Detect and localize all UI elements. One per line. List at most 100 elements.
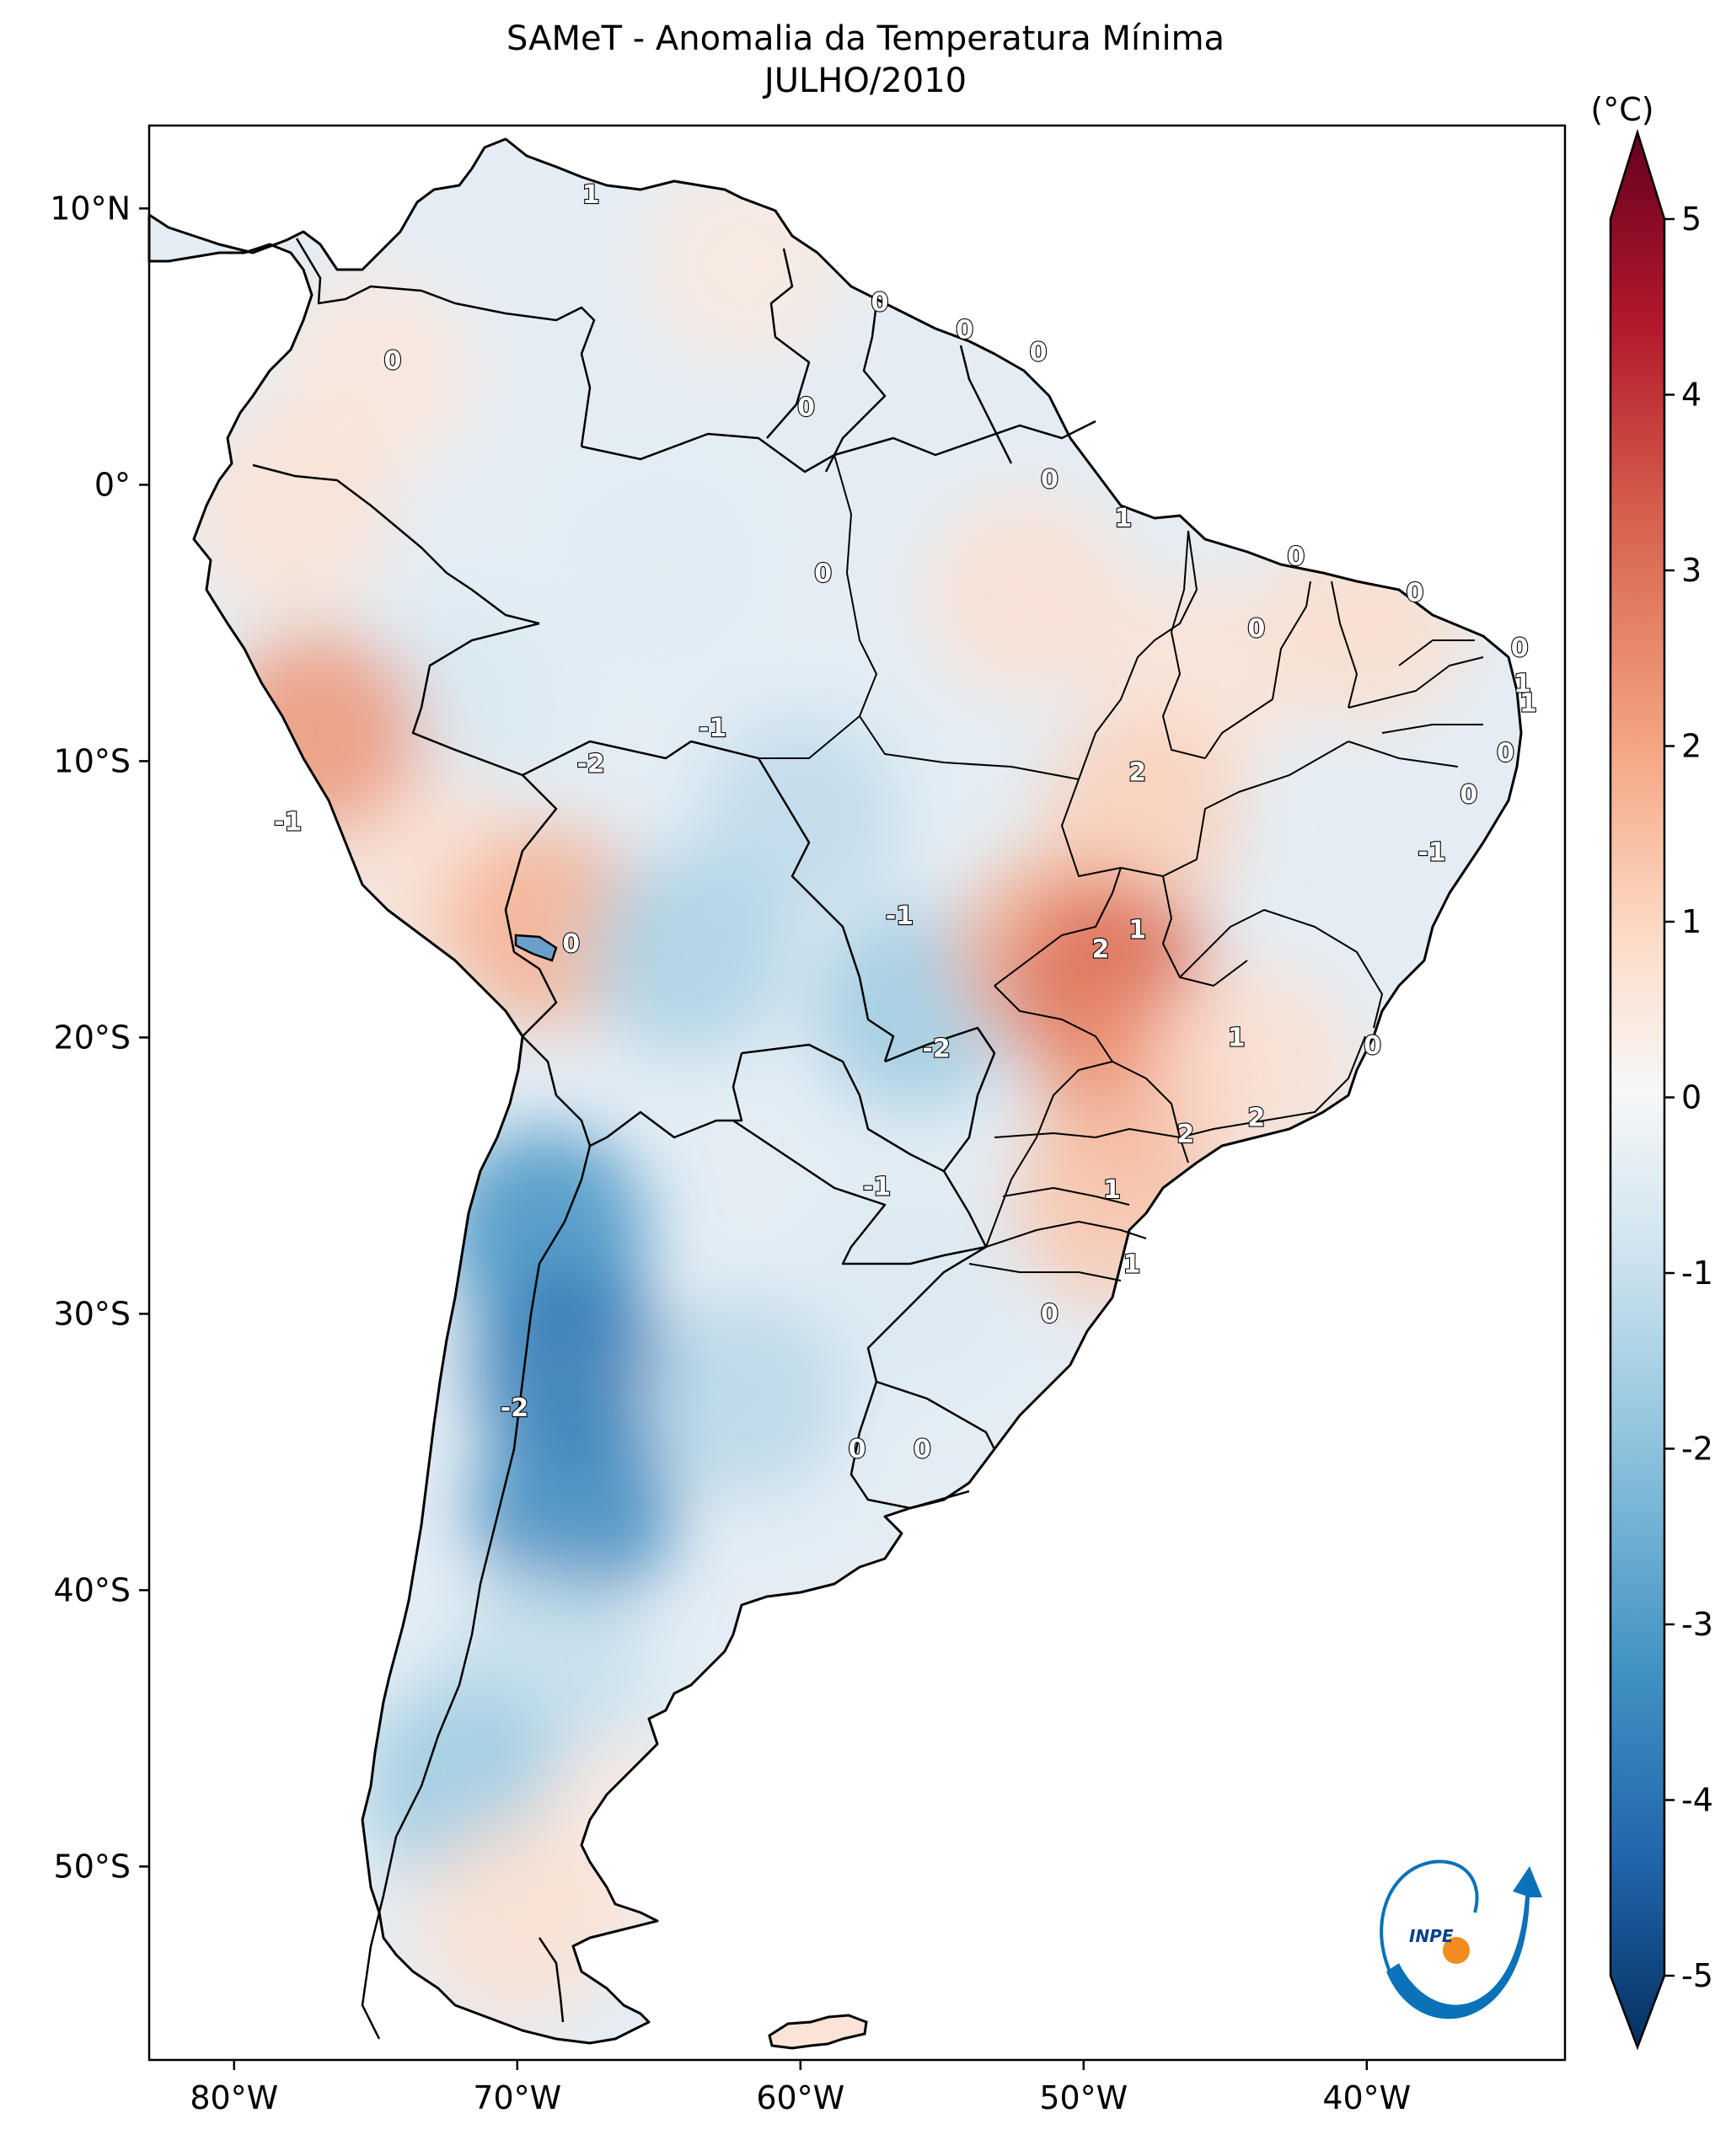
- border-argentina-chile: [361, 1145, 592, 2040]
- contour-label: -2: [501, 1394, 528, 1423]
- colorbar-tick-label: -4: [1681, 1782, 1713, 1819]
- state-border-sc-pr: [1002, 1187, 1130, 1206]
- y-tick-label: 0°: [94, 466, 131, 503]
- colorbar-bar: [1609, 128, 1666, 2051]
- contour-label: 0: [814, 559, 832, 588]
- x-tick-label: 40°W: [1322, 2079, 1411, 2116]
- anomaly-blob-24: [812, 1185, 1016, 1388]
- y-tick-label: 50°S: [54, 1848, 131, 1885]
- contour-label: 0: [562, 929, 580, 959]
- anomaly-blob-22: [473, 1406, 675, 1608]
- anomaly-blobs: [190, 163, 1468, 2023]
- border-suriname-guiana: [959, 345, 1013, 464]
- colorbar-units-label: (°C): [1590, 91, 1653, 128]
- state-border-pi-ce: [1331, 580, 1358, 709]
- contour-label: 0: [1364, 1031, 1381, 1061]
- border-paraguay-argentina: [732, 1119, 987, 1265]
- state-border-ne: [1348, 639, 1484, 768]
- x-tick-label: 80°W: [190, 2079, 278, 2116]
- state-border-pr-sc: [985, 1221, 1147, 1248]
- contour-label: 0: [1041, 465, 1058, 495]
- border-paraguay-brazil: [884, 1026, 996, 1248]
- contour-label: 1: [1228, 1023, 1246, 1052]
- contour-label: -2: [576, 750, 604, 779]
- state-borders: [758, 454, 1484, 1281]
- border-colombia-peru-ecuador: [252, 463, 540, 625]
- contour-label: 2: [1128, 758, 1146, 788]
- inpe-logo: INPE: [1380, 1859, 1542, 2020]
- state-border-mg-ba: [1179, 909, 1383, 1029]
- border-peru-brazil: [411, 622, 558, 953]
- colorbar-tick-label: 2: [1681, 728, 1702, 765]
- state-border-sc-rs: [968, 1263, 1122, 1281]
- anomaly-blob-3: [557, 466, 760, 669]
- contour-label: -1: [699, 714, 726, 743]
- state-border-pr-sp: [994, 1128, 1189, 1164]
- state-border-sp-mg: [1179, 1035, 1366, 1138]
- contour-label: -1: [274, 808, 302, 837]
- anomaly-blob-11: [925, 494, 1128, 697]
- border-bolivia-argentina: [606, 1052, 743, 1139]
- colorbar-tick-label: 4: [1681, 377, 1702, 414]
- contour-label: 1: [1123, 1249, 1140, 1279]
- y-tick-label: 10°S: [54, 742, 131, 779]
- anomaly-blob-9: [586, 853, 789, 1056]
- x-axis: 80°W 70°W 60°W 50°W 40°W: [190, 2060, 1411, 2116]
- anomaly-blob-8: [699, 715, 902, 918]
- contour-label: 2: [1092, 934, 1110, 964]
- state-border-ma-pi: [1204, 580, 1311, 759]
- colorbar-tick-label: 5: [1681, 201, 1702, 238]
- y-tick-label: 10°N: [50, 190, 131, 227]
- contour-label: 0: [914, 1435, 931, 1464]
- y-tick-label: 20°S: [54, 1019, 131, 1056]
- map-subtitle: JULHO/2010: [764, 62, 967, 100]
- contour-label: 2: [1247, 1104, 1265, 1133]
- border-bolivia-paraguay: [741, 1043, 945, 1173]
- x-tick-label: 60°W: [756, 2079, 844, 2116]
- falkland-islands: [768, 2014, 868, 2050]
- state-border-pa-to: [1078, 530, 1198, 780]
- border-uruguay-argentina: [849, 1381, 970, 1510]
- state-border-am-mt: [758, 715, 860, 759]
- state-border-ma-to: [1162, 530, 1206, 759]
- contour-label: -2: [922, 1035, 950, 1064]
- border-brazil-uruguay: [866, 1245, 996, 1450]
- state-border-to-go-ba: [1061, 741, 1349, 877]
- contour-label: -1: [1417, 838, 1445, 868]
- border-guyana-suriname: [824, 302, 887, 473]
- contour-label: -1: [886, 901, 914, 931]
- state-border-am-pa: [833, 454, 877, 717]
- contour-label: 1: [1514, 670, 1531, 699]
- contour-label: -1: [863, 1173, 891, 1202]
- map-frame: [147, 124, 1567, 2062]
- colorbar-ticks: 5 4 3 2 1 0 -1 -2 -3 -4 -5: [1664, 201, 1713, 1994]
- colorbar-tick-label: 1: [1681, 903, 1702, 940]
- colorbar: 5 4 3 2 1 0 -1 -2 -3 -4 -5 (°C): [1590, 91, 1713, 2051]
- contour-label: 0: [871, 288, 888, 318]
- contour-label: 0: [849, 1435, 866, 1464]
- y-tick-label: 40°S: [54, 1571, 131, 1608]
- contour-label: 0: [956, 316, 973, 345]
- x-tick-label: 50°W: [1039, 2079, 1128, 2116]
- logo-orbit-icon: [1380, 1859, 1479, 1990]
- logo-arrow-icon: [1386, 1866, 1542, 2020]
- coastline: [147, 137, 1523, 2045]
- border-venezuela-guyana: [766, 248, 811, 439]
- colorbar-tick-label: -5: [1681, 1957, 1713, 1994]
- contour-label: 0: [1041, 1299, 1058, 1329]
- contour-label: 0: [1030, 338, 1048, 367]
- colorbar-tick-label: -2: [1681, 1431, 1713, 1468]
- contour-label: 0: [1511, 634, 1529, 663]
- contour-label: 1: [1519, 689, 1537, 719]
- colorbar-tick-label: -3: [1681, 1606, 1713, 1643]
- anomaly-blob-2: [190, 411, 392, 614]
- state-border-ms-sp-pr: [985, 1061, 1181, 1248]
- contour-label: 1: [1128, 915, 1146, 944]
- colorbar-tick-label: 0: [1681, 1079, 1702, 1116]
- map-title: SAMeT - Anomalia da Temperatura Mínima: [506, 19, 1225, 58]
- state-border-mt-ms: [994, 867, 1122, 987]
- contour-label: 1: [582, 180, 600, 210]
- contour-label: 0: [1406, 578, 1423, 607]
